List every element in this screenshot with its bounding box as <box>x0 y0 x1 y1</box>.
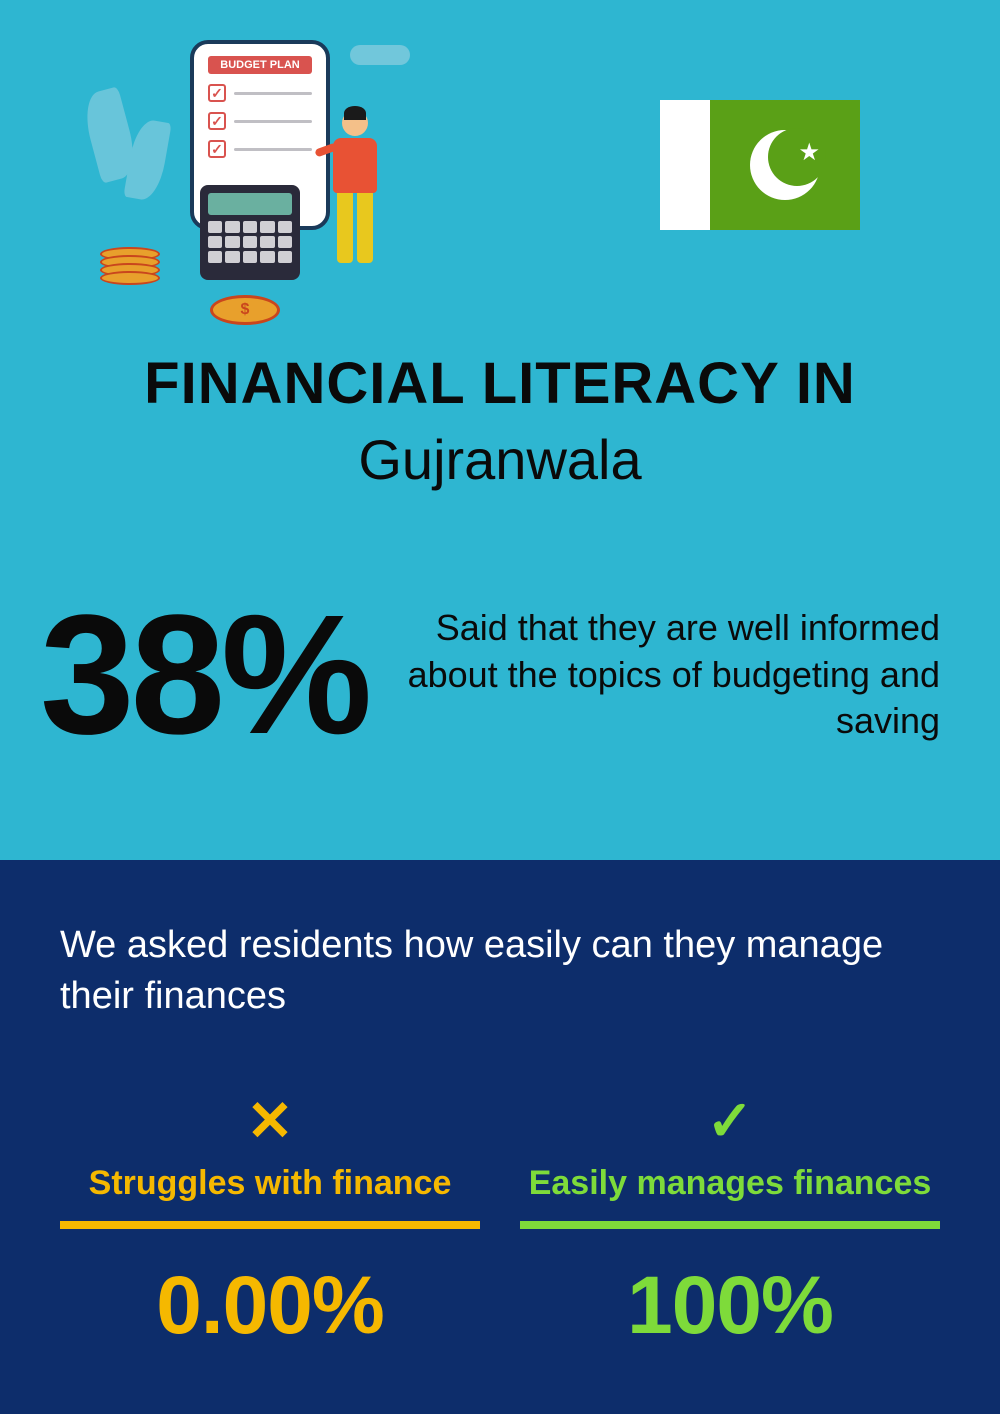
pakistan-flag-icon: ★ <box>660 100 860 230</box>
survey-question: We asked residents how easily can they m… <box>60 920 940 1023</box>
person-icon <box>320 110 390 290</box>
x-icon: ✕ <box>60 1093 480 1149</box>
cloud-decoration <box>350 45 410 65</box>
budget-illustration: BUDGET PLAN ✓ ✓ ✓ $ <box>80 30 420 310</box>
main-stat-value: 38% <box>40 590 368 760</box>
manages-divider <box>520 1221 940 1229</box>
struggles-label: Struggles with finance <box>60 1164 480 1203</box>
title-line1: FINANCIAL LITERACY IN <box>0 350 1000 417</box>
title-line2: Gujranwala <box>0 427 1000 492</box>
struggles-value: 0.00% <box>60 1259 480 1353</box>
coins-icon <box>90 195 180 285</box>
manages-label: Easily manages finances <box>520 1164 940 1203</box>
infographic-page: BUDGET PLAN ✓ ✓ ✓ $ <box>0 0 1000 1414</box>
coin-flat-icon: $ <box>210 295 280 325</box>
title-block: FINANCIAL LITERACY IN Gujranwala <box>0 350 1000 492</box>
results-row: ✕ Struggles with finance 0.00% ✓ Easily … <box>60 1093 940 1353</box>
main-stat-description: Said that they are well informed about t… <box>398 605 960 745</box>
manages-value: 100% <box>520 1259 940 1353</box>
struggles-divider <box>60 1221 480 1229</box>
star-icon: ★ <box>798 138 820 167</box>
flag-green-field: ★ <box>710 100 860 230</box>
struggles-column: ✕ Struggles with finance 0.00% <box>60 1093 480 1353</box>
clipboard-title: BUDGET PLAN <box>208 56 312 74</box>
check-icon: ✓ <box>520 1093 940 1149</box>
calculator-icon <box>200 185 300 280</box>
bottom-section: We asked residents how easily can they m… <box>0 860 1000 1414</box>
manages-column: ✓ Easily manages finances 100% <box>520 1093 940 1353</box>
flag-white-stripe <box>660 100 710 230</box>
main-stat-block: 38% Said that they are well informed abo… <box>40 590 960 760</box>
top-section: BUDGET PLAN ✓ ✓ ✓ $ <box>0 0 1000 860</box>
